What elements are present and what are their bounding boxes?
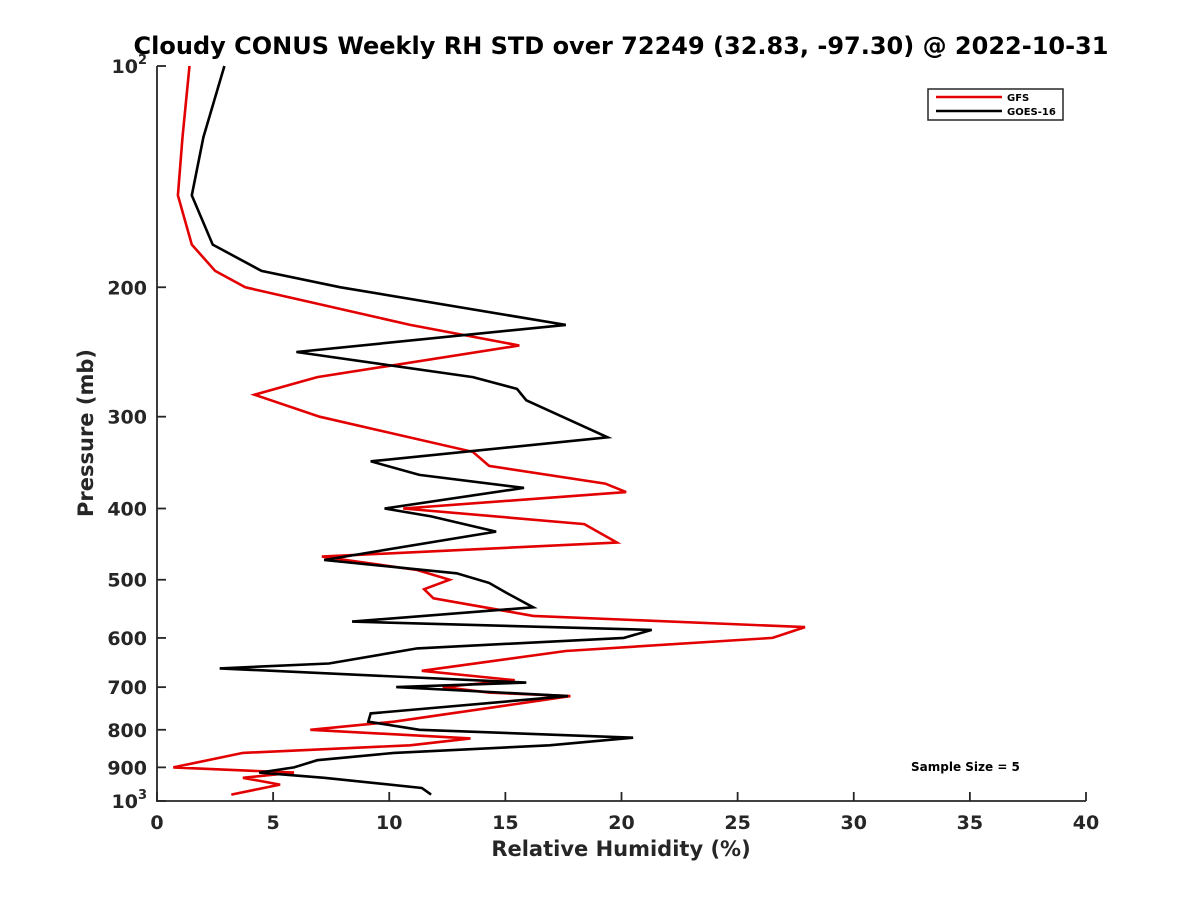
x-tick-label: 5: [267, 812, 280, 834]
legend: GFS GOES-16: [927, 88, 1064, 121]
x-tick-label: 40: [1073, 812, 1099, 834]
x-tick-label: 20: [608, 812, 634, 834]
y-axis-label: Pressure (mb): [74, 349, 98, 517]
y-tick-label: 400: [107, 499, 147, 521]
legend-box: [927, 88, 1064, 121]
x-tick-label: 30: [841, 812, 867, 834]
series-line-goes16: [190, 65, 653, 796]
x-tick-label: 15: [492, 812, 518, 834]
x-axis-label: Relative Humidity (%): [491, 837, 750, 861]
x-tick-label: 0: [150, 812, 163, 834]
y-tick-label: 800: [107, 720, 147, 742]
x-tick-label: 10: [376, 812, 402, 834]
series-layer: [173, 65, 806, 796]
x-tick-label: 35: [957, 812, 983, 834]
y-tick-label: 102: [112, 53, 148, 78]
y-tick-label: 700: [107, 677, 147, 699]
y-tick-label: 103: [112, 788, 148, 813]
y-axis-ticks: 102 200 300 400 500 600 700 800 900 103: [107, 53, 166, 813]
chart-title: Cloudy CONUS Weekly RH STD over 72249 (3…: [134, 32, 1109, 60]
sample-size-annotation: Sample Size = 5: [911, 760, 1020, 774]
series-line-gfs: [173, 65, 806, 796]
x-axis-ticks: 0 5 10 15 20 25 30 35 40: [150, 792, 1099, 834]
y-tick-label: 200: [107, 277, 147, 299]
y-tick-label: 600: [107, 628, 147, 650]
y-tick-label: 500: [107, 570, 147, 592]
legend-label-gfs: GFS: [1007, 93, 1029, 104]
legend-label-goes16: GOES-16: [1007, 107, 1056, 118]
y-tick-label: 300: [107, 407, 147, 429]
x-tick-label: 25: [724, 812, 750, 834]
y-tick-label: 900: [107, 757, 147, 779]
